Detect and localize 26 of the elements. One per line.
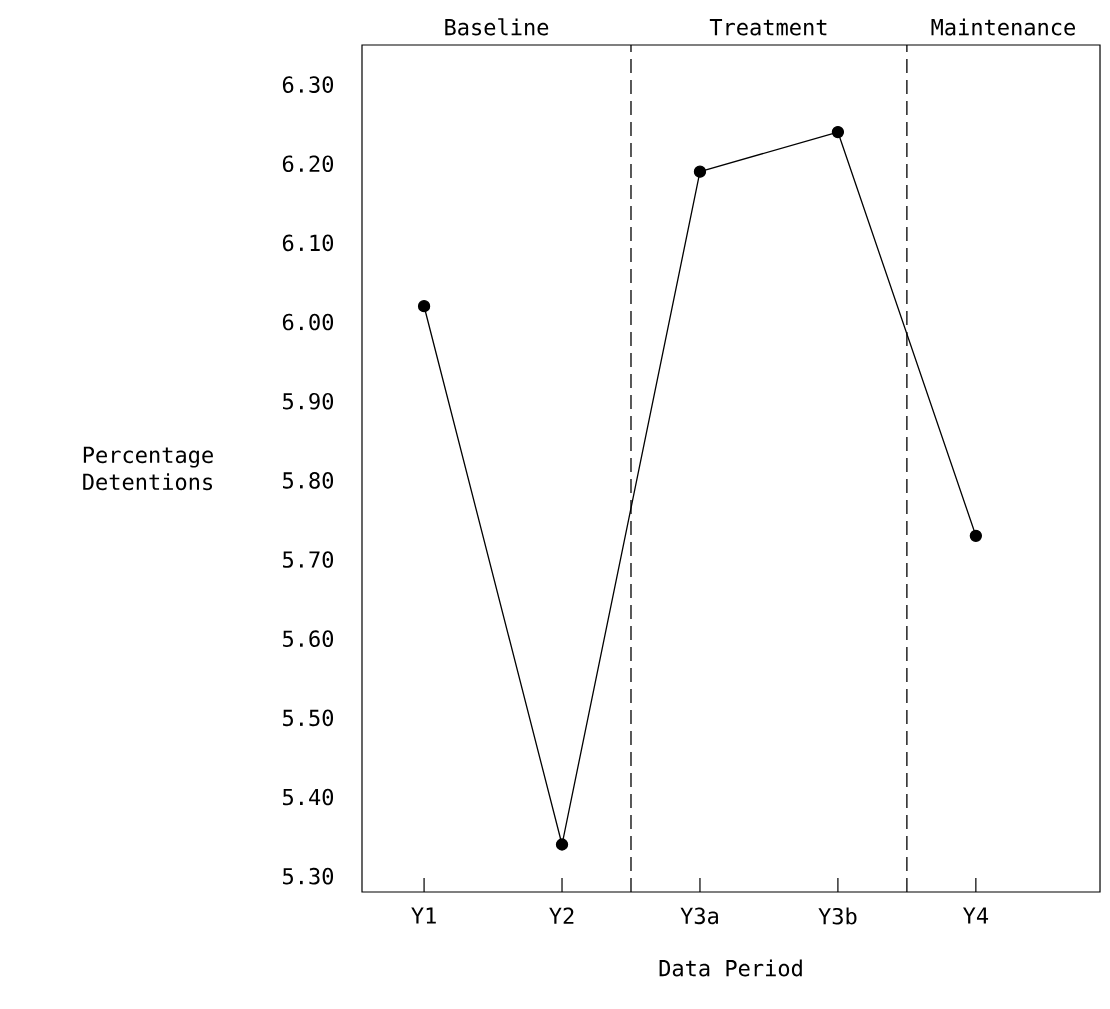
y-tick-label: 6.10: [282, 234, 334, 252]
y-tick-label: 5.50: [283, 709, 334, 727]
text: Treatment: [709, 19, 827, 36]
text: Maintenance: [931, 18, 1075, 36]
y-tick-label: 5.60: [283, 630, 334, 648]
x-tick-label: Y1: [411, 907, 436, 924]
y-axis-title: Percentage Detentions: [83, 446, 213, 491]
x-tick-label: Y2: [549, 907, 574, 924]
y-tick-label: 5.40: [283, 788, 334, 806]
point: [831, 125, 845, 139]
point: [417, 300, 431, 313]
y-tick-label: 5.30: [283, 867, 334, 885]
x-tick-label: Y4: [963, 907, 989, 924]
y-tick-label: 6.30: [282, 76, 334, 93]
x-tick-label: Y3a: [680, 907, 718, 925]
point: [555, 838, 569, 851]
point: [969, 529, 983, 542]
y-tick-label: 5.90: [283, 392, 334, 410]
x-tick-label: Y3b: [818, 907, 857, 925]
x-axis-title: Data Period: [659, 959, 802, 977]
point: [693, 165, 707, 178]
y-tick-label: 5.80: [283, 472, 334, 489]
y-tick-label: 6.20: [282, 155, 334, 173]
y-tick-label: 5.70: [283, 551, 334, 568]
y-tick-label: 6.00: [282, 313, 334, 331]
text: Baseline: [445, 18, 549, 36]
